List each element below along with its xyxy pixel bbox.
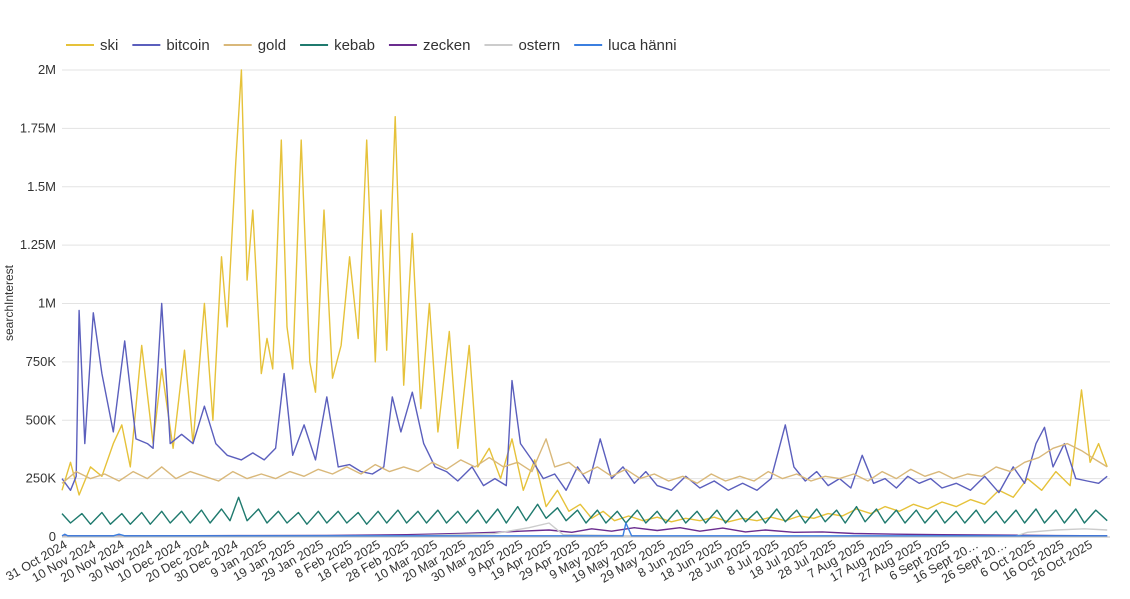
y-tick-label: 250K bbox=[26, 471, 57, 486]
y-tick-label: 1M bbox=[38, 296, 56, 311]
legend-label[interactable]: ostern bbox=[518, 37, 560, 54]
y-tick-label: 500K bbox=[26, 412, 57, 427]
legend-label[interactable]: luca hänni bbox=[608, 37, 676, 54]
legend-label[interactable]: gold bbox=[258, 37, 286, 54]
y-axis-ticks: 0 250K 500K 750K 1M 1.25M 1.5M 1.75M 2M bbox=[20, 62, 56, 544]
y-tick-label: 0 bbox=[49, 529, 56, 544]
series-line-gold bbox=[61, 438, 1108, 484]
legend-label[interactable]: zecken bbox=[423, 37, 471, 54]
legend: ski bitcoin gold kebab zecken ostern luca hänn… bbox=[66, 37, 677, 54]
series-lines bbox=[61, 69, 1108, 537]
series-line-ski bbox=[61, 69, 1108, 523]
series-line-zecken bbox=[62, 527, 1108, 537]
y-tick-label: 1.75M bbox=[20, 120, 56, 135]
y-axis-title: searchInterest bbox=[2, 264, 16, 341]
series-line-kebab bbox=[61, 496, 1108, 525]
legend-label[interactable]: kebab bbox=[334, 37, 375, 54]
y-tick-label: 750K bbox=[26, 354, 57, 369]
y-tick-label: 1.25M bbox=[20, 237, 56, 252]
grid bbox=[62, 69, 1110, 480]
series-line-luca-hänni bbox=[61, 522, 1108, 537]
series-line-bitcoin bbox=[61, 302, 1108, 494]
y-tick-label: 2M bbox=[38, 62, 56, 77]
y-tick-label: 1.5M bbox=[27, 179, 56, 194]
legend-label[interactable]: bitcoin bbox=[166, 37, 209, 54]
legend-label[interactable]: ski bbox=[100, 37, 118, 54]
